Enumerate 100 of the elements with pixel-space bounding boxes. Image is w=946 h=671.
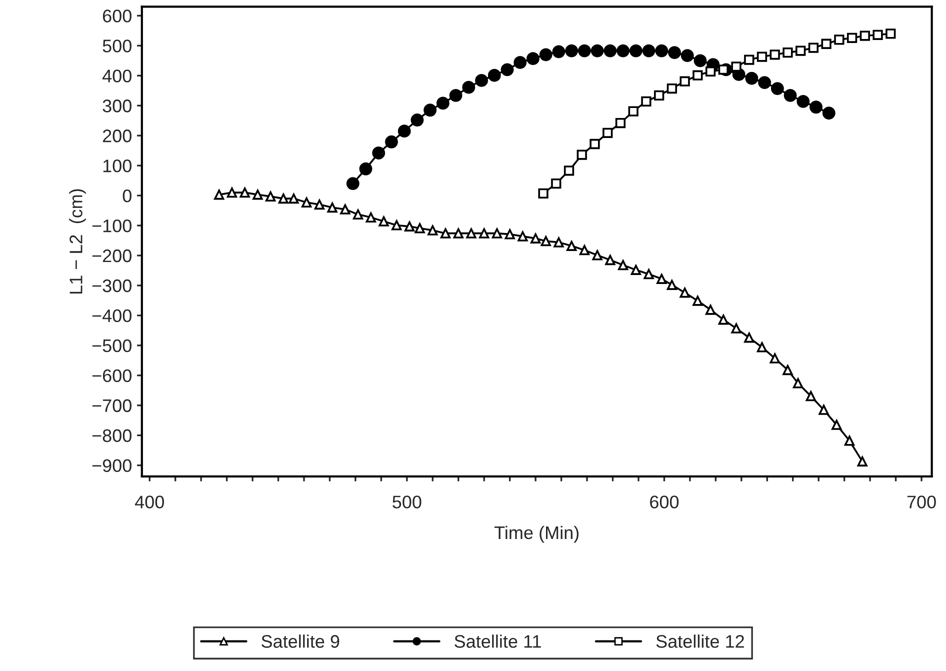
point	[792, 378, 804, 388]
point	[214, 190, 224, 200]
point	[630, 264, 641, 275]
point	[359, 162, 372, 176]
point	[352, 209, 364, 220]
point	[770, 50, 780, 60]
point	[449, 88, 462, 102]
point	[514, 56, 527, 69]
point	[578, 44, 591, 58]
point	[629, 44, 642, 58]
point	[857, 456, 868, 466]
point	[808, 42, 819, 53]
y-tick-label: −300	[92, 279, 132, 292]
point	[628, 106, 638, 116]
point	[576, 150, 587, 160]
y-axis-title: L1 − L2 (cm)	[69, 189, 86, 294]
point	[615, 118, 626, 128]
point	[718, 314, 728, 325]
point	[564, 166, 574, 176]
point	[744, 332, 754, 343]
point	[436, 96, 450, 110]
point	[500, 63, 514, 76]
point	[655, 44, 668, 58]
point	[252, 190, 263, 200]
point	[385, 135, 398, 148]
point	[886, 28, 896, 39]
point	[302, 197, 312, 208]
y-tick-label: −200	[92, 249, 132, 262]
y-tick-label: −500	[92, 339, 132, 352]
point	[705, 66, 716, 77]
point	[605, 254, 616, 266]
point	[844, 436, 855, 446]
point	[666, 280, 678, 290]
point	[680, 76, 690, 86]
point	[604, 44, 617, 58]
point	[756, 342, 768, 352]
point	[832, 420, 842, 430]
point	[705, 304, 716, 315]
point	[538, 188, 548, 199]
point	[770, 353, 780, 364]
point	[226, 187, 238, 198]
point	[592, 250, 602, 260]
point	[692, 70, 703, 80]
point	[694, 54, 707, 68]
point	[240, 187, 250, 198]
point	[372, 146, 386, 160]
point	[770, 82, 784, 95]
point	[872, 30, 883, 40]
x-tick-label: 400	[134, 496, 164, 508]
point	[744, 54, 754, 65]
point	[758, 76, 772, 90]
y-tick-label: 300	[102, 100, 132, 112]
point	[392, 220, 402, 230]
point	[821, 38, 832, 49]
point	[642, 44, 656, 58]
y-tick-label: −400	[92, 309, 132, 322]
point	[796, 94, 810, 108]
legend-label: Satellite 12	[656, 634, 744, 648]
point	[565, 44, 578, 58]
point	[666, 83, 678, 94]
point	[680, 288, 690, 298]
point	[656, 274, 667, 284]
y-tick-label: 400	[102, 70, 132, 82]
point	[453, 228, 464, 238]
point	[566, 240, 577, 251]
y-tick-label: 0	[122, 189, 132, 202]
y-tick-label: −800	[92, 429, 132, 442]
y-tick-label: 600	[102, 10, 132, 22]
point	[834, 34, 844, 45]
point	[818, 404, 829, 415]
point	[462, 80, 476, 94]
y-tick-label: 500	[102, 40, 132, 52]
point	[731, 62, 742, 72]
point	[504, 229, 515, 240]
point	[378, 216, 389, 226]
point	[616, 44, 630, 58]
point	[488, 68, 501, 82]
point	[530, 233, 541, 244]
point	[668, 46, 681, 60]
x-tick-label: 500	[392, 496, 422, 508]
point	[782, 48, 793, 58]
point	[718, 64, 728, 75]
point	[579, 245, 590, 256]
point	[327, 202, 338, 213]
point	[410, 114, 424, 126]
point	[278, 193, 288, 204]
point	[346, 177, 360, 190]
point	[424, 104, 437, 117]
point	[590, 138, 600, 150]
point	[479, 228, 490, 238]
point	[265, 191, 276, 202]
point	[822, 106, 836, 120]
x-tick-label: 600	[650, 496, 679, 508]
point	[756, 52, 768, 62]
legend-label: Satellite 9	[262, 634, 340, 648]
point	[551, 178, 562, 189]
point	[398, 124, 411, 138]
point	[428, 225, 438, 236]
point	[731, 323, 742, 334]
y-tick-label: −900	[92, 459, 132, 472]
